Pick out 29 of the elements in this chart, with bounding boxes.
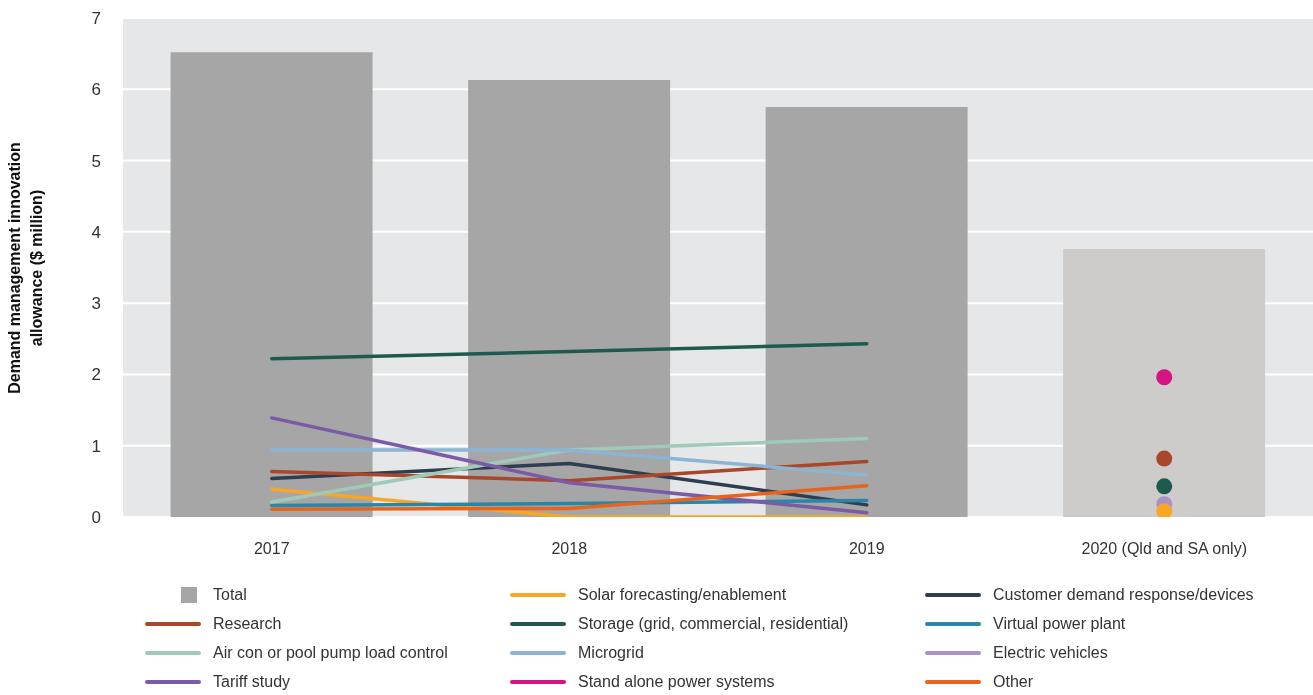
y-tick-label: 1: [91, 436, 101, 456]
x-tick-label: 2018: [551, 540, 588, 558]
legend-label: Virtual power plant: [993, 615, 1126, 633]
bar: [765, 107, 968, 517]
y-tick-label: 0: [91, 508, 101, 528]
legend-label: Solar forecasting/enablement: [578, 586, 787, 604]
y-tick-label: 4: [91, 222, 101, 242]
legend-label: Other: [993, 673, 1034, 691]
legend-label: Tariff study: [213, 673, 291, 691]
legend-label: Customer demand response/devices: [993, 586, 1254, 604]
x-tick-label: 2019: [848, 540, 885, 558]
bar: [170, 52, 373, 517]
legend-label: Microgrid: [578, 644, 644, 662]
y-tick-label: 3: [91, 294, 101, 314]
legend-label: Total: [213, 586, 247, 604]
x-tick-label: 2017: [253, 540, 290, 558]
x-tick-label: 2020 (Qld and SA only): [1081, 540, 1247, 558]
y-tick-label: 7: [91, 9, 101, 29]
bar: [468, 80, 671, 517]
legend-label: Stand alone power systems: [578, 673, 775, 691]
y-tick-label: 5: [91, 151, 101, 171]
legend-label: Research: [213, 615, 282, 633]
legend-label: Electric vehicles: [993, 644, 1108, 662]
y-tick-label: 6: [91, 80, 101, 100]
legend-label: Air con or pool pump load control: [213, 644, 448, 662]
bar: [1063, 248, 1266, 517]
legend-label: Storage (grid, commercial, residential): [578, 615, 849, 633]
y-axis-title: Demand management innovation allowance ($ million): [5, 141, 46, 396]
y-tick-label: 2: [91, 365, 101, 385]
